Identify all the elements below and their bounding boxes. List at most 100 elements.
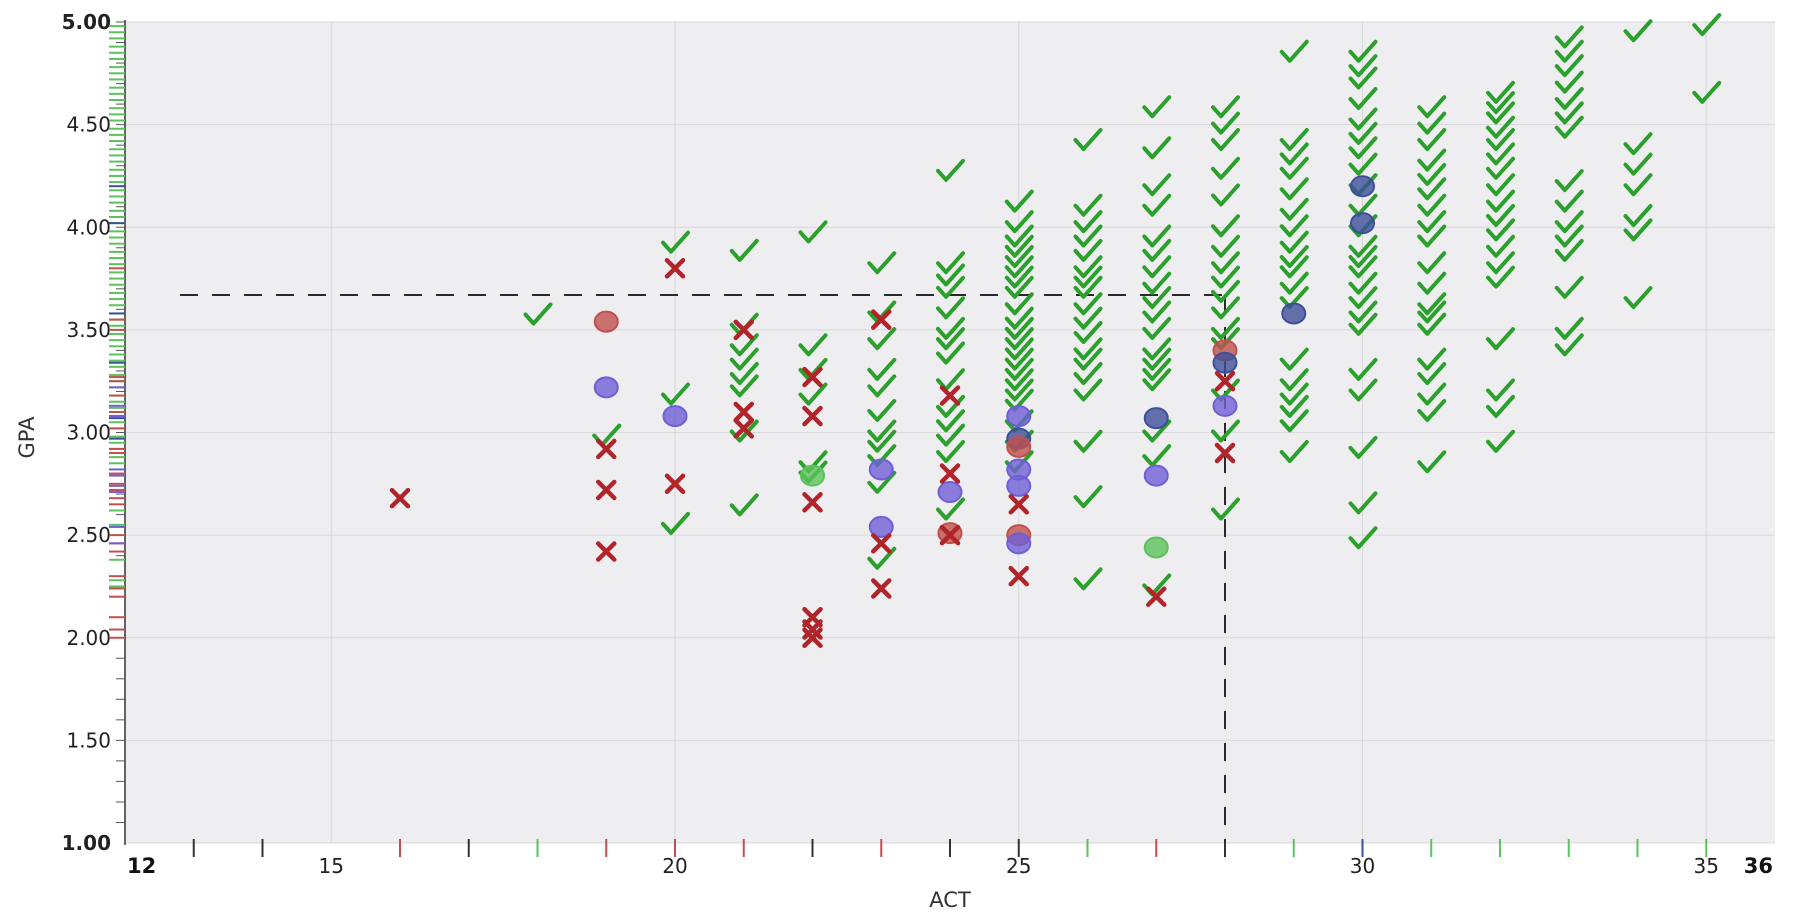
check-icon: [936, 341, 965, 365]
check-icon: [1211, 296, 1240, 320]
check-icon: [729, 374, 759, 398]
check-icon: [1279, 440, 1309, 464]
check-icon: [1211, 95, 1240, 119]
circle-marker: [593, 310, 619, 333]
check-icon: [798, 382, 828, 406]
check-icon: [936, 440, 965, 464]
check-icon: [1073, 362, 1103, 386]
check-icon: [1004, 378, 1034, 402]
check-icon: [1073, 224, 1103, 248]
check-icon: [1348, 234, 1378, 258]
cross-icon: [733, 401, 754, 423]
check-icon: [1486, 394, 1515, 418]
y-tick-label: 2.50: [66, 523, 111, 547]
check-icon: [661, 382, 690, 406]
circle-marker: [937, 481, 963, 504]
check-icon: [1348, 39, 1378, 63]
check-icon: [1417, 95, 1447, 119]
check-icon: [1004, 368, 1034, 392]
check-icon: [867, 419, 897, 443]
check-icon: [1348, 136, 1378, 160]
check-icon: [1211, 419, 1240, 443]
check-icon: [1073, 265, 1103, 289]
check-icon: [1554, 25, 1584, 49]
check-icon: [1279, 39, 1309, 63]
rejected-points: [389, 258, 1236, 648]
check-icon: [798, 220, 828, 244]
check-icon: [1623, 19, 1653, 43]
check-icon: [1279, 347, 1309, 371]
check-icon: [1211, 156, 1240, 180]
check-icon: [1623, 132, 1653, 156]
check-icon: [1004, 234, 1034, 258]
check-icon: [1279, 214, 1309, 238]
x-tick-label: 30: [1350, 854, 1375, 878]
check-icon: [1073, 347, 1103, 371]
check-icon: [867, 546, 897, 570]
cross-icon: [596, 541, 617, 562]
check-icon: [1486, 218, 1515, 242]
circle-points: [593, 175, 1375, 559]
check-icon: [1486, 429, 1515, 453]
check-icon: [1279, 128, 1309, 152]
check-icon: [1211, 234, 1240, 258]
check-icon: [1554, 189, 1584, 213]
check-icon: [661, 511, 690, 535]
y-tick-label: 5.00: [62, 10, 111, 34]
check-icon: [1279, 255, 1309, 279]
check-icon: [1554, 275, 1584, 299]
check-icon: [1142, 368, 1172, 392]
check-icon: [1417, 300, 1447, 324]
cross-icon: [664, 473, 686, 495]
check-icon: [1142, 300, 1172, 324]
check-icon: [1486, 189, 1515, 213]
check-icon: [1554, 169, 1584, 193]
check-icon: [1348, 300, 1378, 324]
cross-icon: [664, 258, 686, 279]
check-icon: [1692, 80, 1722, 104]
check-icon: [1004, 265, 1034, 289]
check-icon: [1486, 173, 1515, 197]
check-icon: [1486, 128, 1515, 152]
circle-marker: [1212, 351, 1238, 374]
check-icon: [1417, 362, 1447, 386]
check-icon: [1417, 148, 1447, 172]
check-icon: [1279, 156, 1309, 180]
check-icon: [1211, 497, 1240, 521]
circle-marker: [868, 458, 894, 481]
y-tick-label: 1.50: [66, 728, 111, 752]
check-icon: [1004, 292, 1034, 316]
accepted-points: [523, 13, 1722, 597]
cross-icon: [871, 309, 892, 330]
check-icon: [1348, 271, 1378, 295]
check-icon: [1348, 378, 1378, 402]
check-icon: [936, 296, 965, 320]
check-icon: [936, 158, 965, 182]
circle-marker: [1350, 175, 1375, 198]
check-icon: [1142, 193, 1172, 217]
check-icon: [1554, 210, 1584, 234]
check-icon: [1279, 177, 1309, 201]
check-icon: [1073, 275, 1103, 299]
check-icon: [1073, 337, 1103, 361]
check-icon: [867, 429, 897, 453]
cross-icon: [939, 524, 961, 546]
x-tick-label: 35: [1694, 854, 1719, 878]
check-icon: [1004, 327, 1034, 351]
check-icon: [1623, 286, 1653, 310]
cross-icon: [1008, 565, 1029, 587]
circle-marker: [1143, 464, 1169, 487]
circle-marker: [1006, 435, 1032, 458]
check-icon: [1486, 156, 1515, 180]
check-icon: [1073, 567, 1103, 591]
circle-marker: [1006, 532, 1032, 555]
cross-icon: [802, 405, 823, 427]
check-icon: [729, 238, 759, 262]
cross-icon: [1214, 370, 1236, 392]
check-icon: [1073, 485, 1103, 509]
check-icon: [1348, 491, 1378, 515]
circle-marker: [868, 515, 894, 538]
check-icon: [1211, 214, 1240, 238]
check-icon: [1348, 121, 1378, 145]
